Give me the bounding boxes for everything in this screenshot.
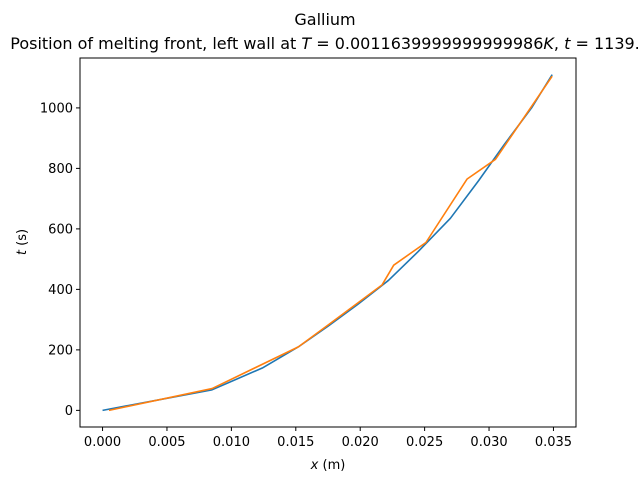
chart-title: Gallium	[294, 10, 355, 29]
y-tick-label: 600	[48, 222, 73, 237]
y-tick-label: 800	[48, 162, 73, 177]
series-line-1	[102, 74, 553, 412]
chart-subtitle: Position of melting front, left wall at …	[10, 34, 640, 53]
plot-lines	[102, 74, 553, 412]
subtitle-temp-var: T	[301, 34, 312, 53]
y-axis-label-unit: (s)	[15, 229, 30, 250]
x-tick-label: 0.025	[406, 435, 443, 450]
y-tick-label: 400	[48, 283, 73, 298]
x-tick-label: 0.000	[84, 435, 121, 450]
y-axis-label: t (s)	[15, 229, 30, 255]
y-axis-ticks: 0 200 400 600 800 1000	[40, 101, 80, 419]
y-tick-label: 200	[48, 343, 73, 358]
x-tick-label: 0.015	[277, 435, 314, 450]
subtitle-temp-value: = 0.0011639999999999986	[311, 34, 543, 53]
x-axis-label-unit: (m)	[318, 458, 345, 473]
plot-frame	[79, 57, 577, 428]
x-tick-label: 0.020	[342, 435, 379, 450]
subtitle-prefix: Position of melting front, left wall at	[10, 34, 301, 53]
y-tick-label: 0	[65, 404, 73, 419]
subtitle-separator: ,	[554, 34, 564, 53]
x-axis-label-var: x	[310, 458, 319, 473]
x-axis-ticks: 0.000 0.005 0.010 0.015 0.020 0.025 0.030 0.035	[84, 427, 572, 450]
y-axis-label-var: t	[15, 249, 30, 255]
x-axis-label: x (m)	[310, 458, 346, 473]
x-tick-label: 0.035	[535, 435, 572, 450]
series-line-2	[108, 75, 553, 412]
x-tick-label: 0.005	[148, 435, 185, 450]
subtitle-time-value: = 1139.	[570, 34, 639, 53]
x-tick-label: 0.030	[470, 435, 507, 450]
x-tick-label: 0.010	[213, 435, 250, 450]
y-tick-label: 1000	[40, 101, 73, 116]
subtitle-temp-unit: K	[543, 34, 555, 53]
subtitle-time-var: t	[564, 34, 571, 53]
